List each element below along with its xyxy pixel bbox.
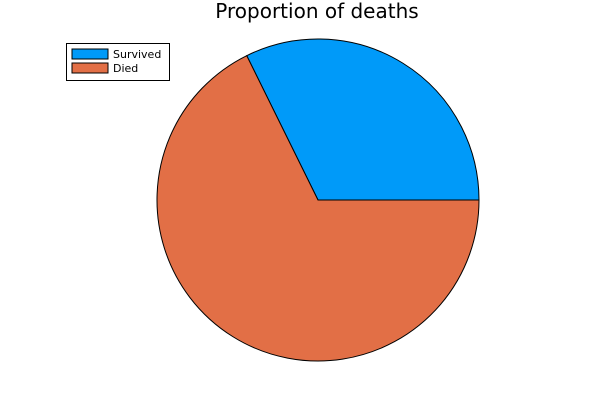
pie-slice-survived [246,38,480,201]
pie-slice-died [156,54,480,362]
legend-label-survived: Survived [113,48,161,61]
legend-box [66,43,170,81]
legend-swatch-survived [71,48,109,60]
legend-swatch-died [71,62,109,74]
chart-title: Proportion of deaths [215,0,418,23]
pie-slices [156,38,480,362]
legend-label-died: Died [113,62,138,75]
